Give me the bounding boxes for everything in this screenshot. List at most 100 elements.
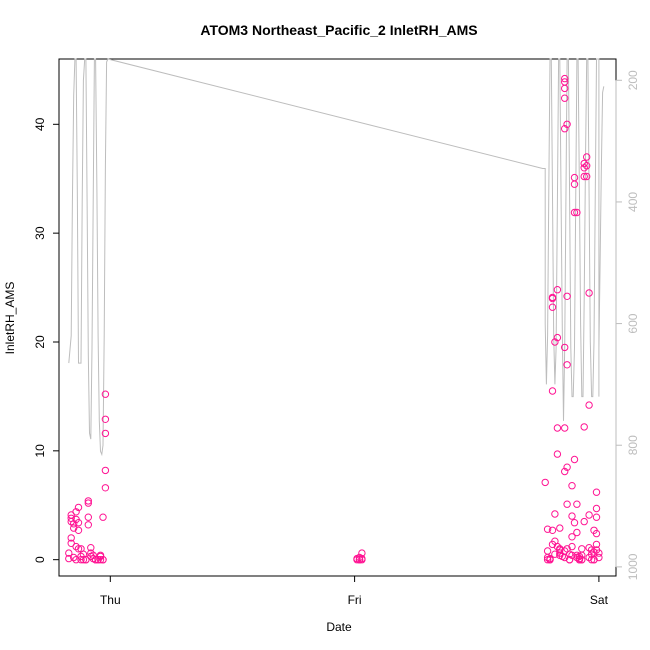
data-point — [67, 539, 75, 547]
data-point — [580, 172, 588, 181]
data-point — [585, 544, 593, 552]
data-point — [546, 556, 554, 564]
y-tick-label: 10 — [33, 444, 47, 458]
data-point — [592, 488, 601, 496]
data-point — [590, 548, 598, 556]
data-point — [595, 553, 603, 562]
data-point — [580, 423, 588, 431]
data-point — [551, 338, 559, 346]
data-point — [548, 526, 557, 534]
data-point — [580, 517, 588, 526]
data-point — [573, 528, 581, 537]
data-point — [561, 467, 569, 476]
data-point — [563, 292, 571, 300]
data-point — [65, 554, 73, 563]
data-point — [358, 556, 366, 564]
data-point — [568, 533, 576, 541]
y-tick-label: 0 — [33, 556, 47, 563]
data-point — [563, 463, 571, 471]
data-point — [84, 521, 93, 529]
data-point — [553, 450, 562, 458]
y2-tick-label: 200 — [626, 70, 640, 90]
data-point — [70, 553, 78, 562]
data-point — [72, 508, 80, 516]
data-point — [101, 484, 110, 492]
y-tick-label: 20 — [33, 335, 47, 349]
data-point — [592, 513, 601, 521]
data-point — [585, 401, 593, 409]
y2-tick-label: 1000 — [626, 553, 640, 580]
data-point — [355, 556, 364, 564]
data-point — [91, 556, 100, 564]
data-point — [84, 497, 93, 505]
data-point — [568, 512, 576, 520]
line-series-path — [68, 58, 605, 457]
data-point — [67, 534, 75, 542]
data-point — [84, 499, 93, 507]
data-point — [553, 424, 562, 432]
data-point — [578, 545, 586, 553]
data-point — [580, 159, 588, 168]
scatter-points — [65, 74, 603, 564]
data-point — [561, 343, 569, 352]
data-point — [587, 556, 596, 564]
x-tick-label: Thu — [100, 593, 121, 607]
data-point — [99, 556, 107, 564]
y-axis-label: InletRH_AMS — [3, 282, 17, 355]
plot-frame — [58, 58, 617, 577]
x-axis: Thu Fri Sat — [100, 575, 609, 607]
data-point — [592, 504, 601, 513]
data-point — [590, 556, 598, 564]
data-point — [74, 503, 83, 512]
data-point — [556, 545, 564, 553]
data-point — [74, 519, 83, 527]
x-tick-label: Fri — [348, 593, 362, 607]
data-point — [580, 164, 588, 172]
data-point — [570, 208, 579, 217]
data-point — [74, 526, 83, 534]
data-point — [553, 333, 562, 342]
y2-tick-label: 600 — [626, 313, 640, 333]
data-point — [573, 208, 581, 217]
data-point — [543, 547, 552, 555]
data-point — [573, 500, 581, 508]
data-point — [587, 546, 596, 554]
data-point — [575, 552, 584, 561]
line-series — [68, 58, 605, 457]
data-point — [82, 556, 90, 564]
y2-tick-label: 800 — [626, 435, 640, 455]
chart-title: ATOM3 Northeast_Pacific_2 InletRH_AMS — [200, 22, 477, 38]
data-point — [568, 482, 576, 490]
data-point — [543, 525, 552, 533]
data-point — [101, 415, 110, 423]
data-point — [548, 303, 557, 311]
data-point — [561, 74, 569, 83]
data-point — [89, 551, 97, 559]
data-point — [585, 511, 593, 519]
data-point — [570, 173, 579, 182]
data-point — [583, 153, 591, 161]
data-point — [99, 513, 107, 521]
data-point — [70, 524, 78, 532]
data-point — [583, 162, 591, 170]
data-point — [548, 293, 557, 302]
y2-axis: 200 400 600 800 1000 — [615, 70, 640, 580]
data-point — [583, 172, 591, 181]
data-point — [565, 556, 574, 564]
data-point — [570, 455, 579, 464]
y-tick-label: 40 — [33, 117, 47, 131]
data-point — [592, 540, 601, 549]
data-point — [72, 556, 80, 564]
data-point — [561, 84, 569, 93]
data-point — [101, 429, 110, 438]
data-point — [585, 289, 593, 297]
y2-tick-label: 400 — [626, 192, 640, 212]
data-point — [563, 120, 571, 129]
data-point — [551, 510, 559, 518]
data-point — [570, 519, 579, 527]
data-point — [568, 551, 576, 559]
data-point — [70, 520, 78, 528]
data-point — [101, 390, 110, 398]
data-point — [74, 545, 83, 553]
